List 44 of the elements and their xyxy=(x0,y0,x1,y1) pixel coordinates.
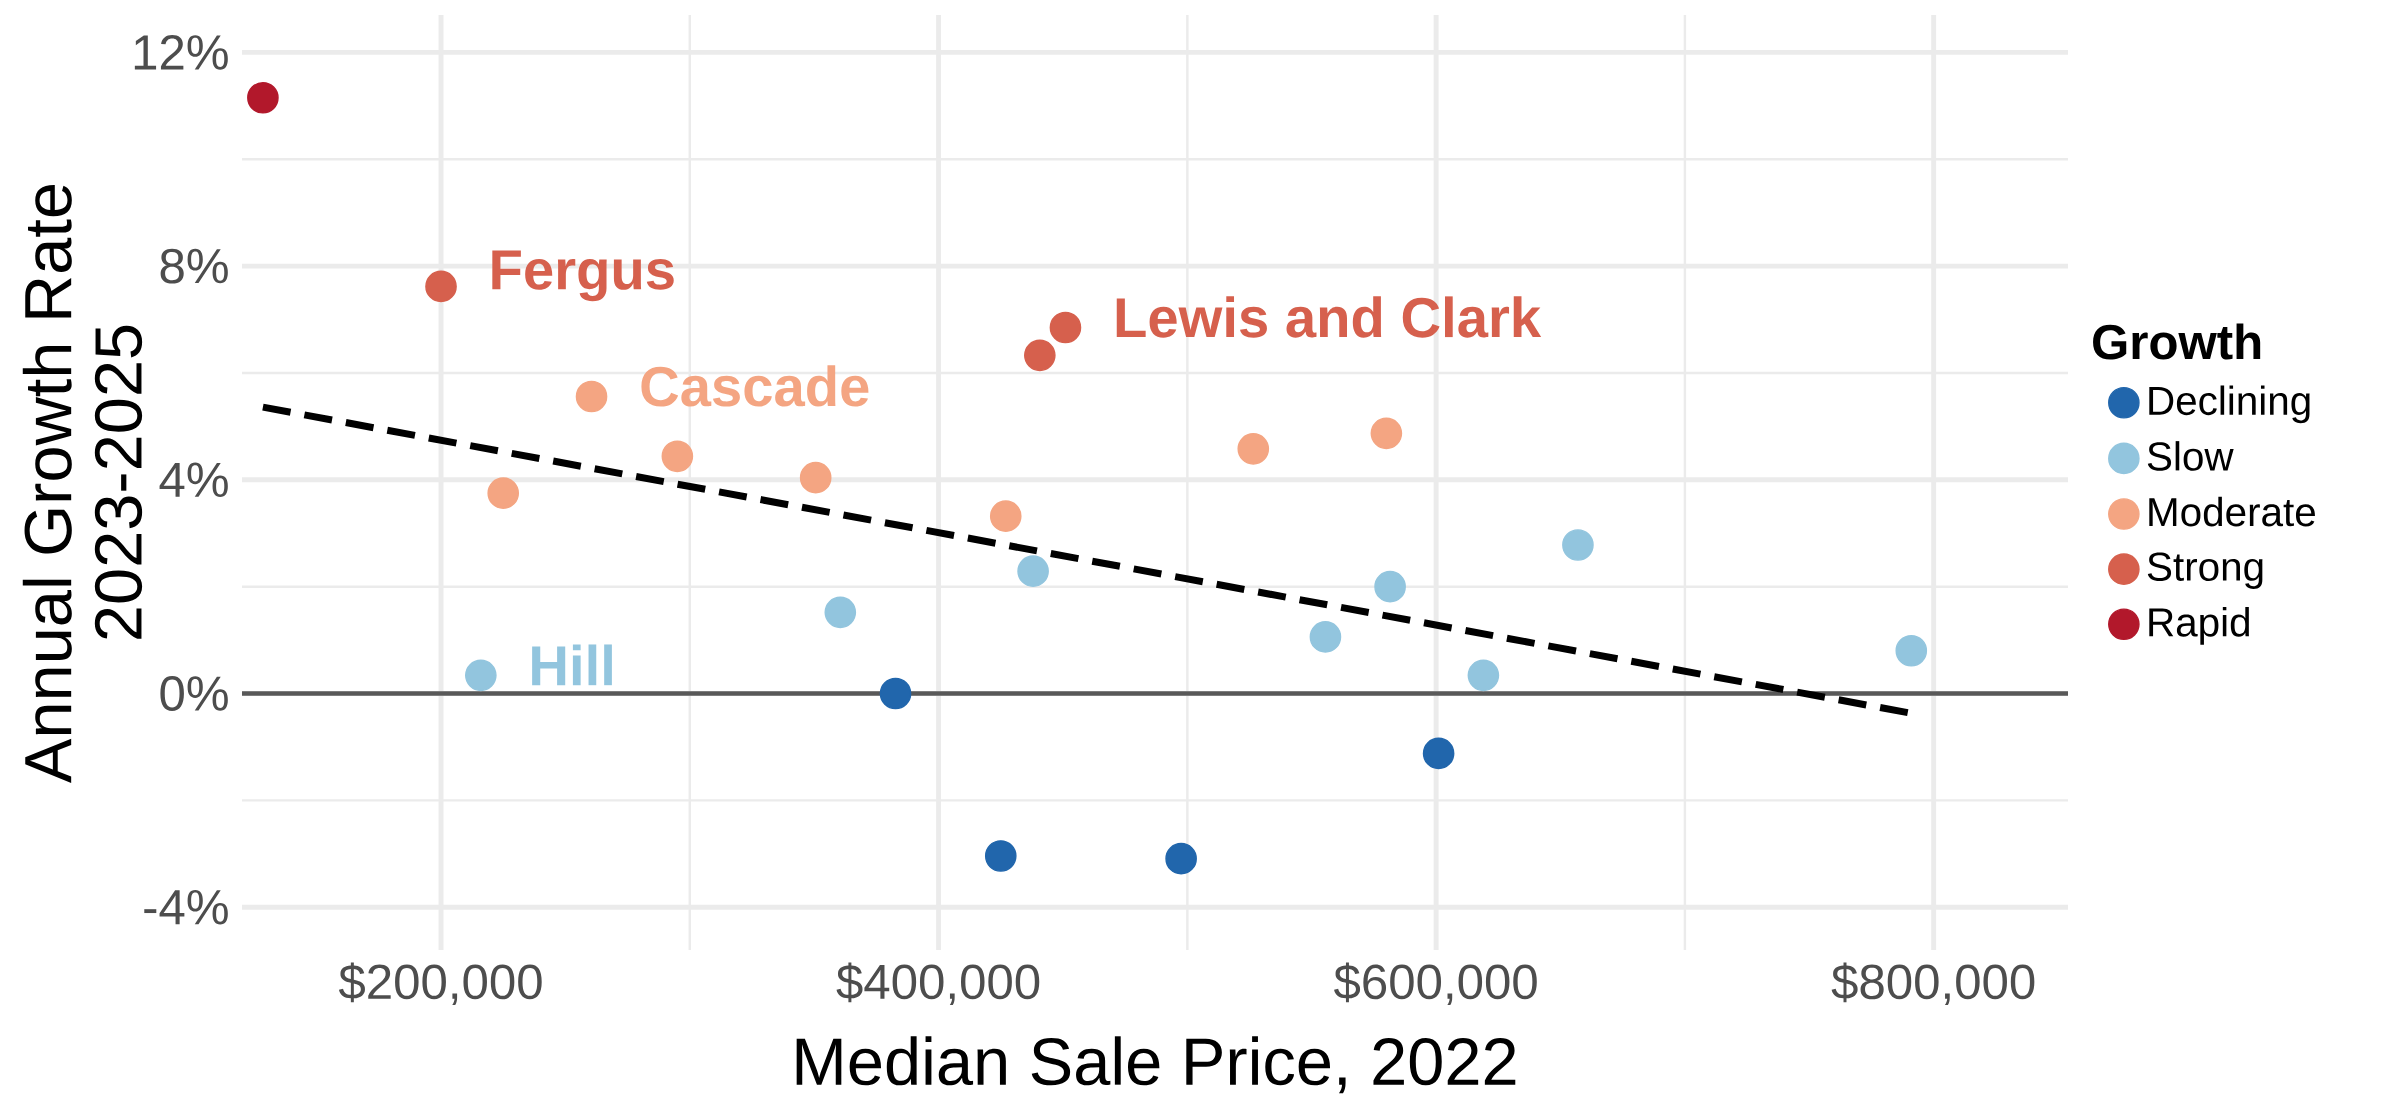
point xyxy=(1017,555,1049,588)
annotation: Cascade xyxy=(641,365,869,407)
point xyxy=(1467,659,1500,692)
point xyxy=(1165,842,1197,875)
y-tick-label: 0% xyxy=(160,676,228,711)
y-tick-label: -4% xyxy=(144,890,228,925)
point xyxy=(984,840,1017,872)
x-axis-title: Median Sale Price, 2022 xyxy=(796,1036,1516,1094)
legend-label: Slow xyxy=(2147,441,2234,471)
legend-label: Rapid xyxy=(2149,607,2249,645)
x-tick-label: $200,000 xyxy=(338,962,542,1006)
point xyxy=(575,380,608,413)
annotation: Hill xyxy=(532,644,612,686)
y-tick-label: 8% xyxy=(160,248,228,284)
y-tick-label: 4% xyxy=(159,462,228,498)
point xyxy=(247,81,279,114)
legend-label: Strong xyxy=(2147,552,2263,589)
point xyxy=(989,500,1022,532)
point xyxy=(1049,311,1082,344)
point xyxy=(1309,621,1342,653)
x-tick-label: $400,000 xyxy=(836,962,1040,1006)
point xyxy=(1562,529,1594,561)
legend-label: Moderate xyxy=(2149,496,2315,527)
point xyxy=(1370,417,1403,450)
annotation: Lewis and Clark xyxy=(1116,296,1542,338)
point xyxy=(1237,433,1270,465)
point xyxy=(1374,570,1406,603)
annotation: Fergus xyxy=(492,250,674,302)
legend-title: Growth xyxy=(2093,323,2261,360)
point xyxy=(1422,737,1455,770)
point xyxy=(487,477,520,509)
point xyxy=(824,596,857,629)
point xyxy=(879,677,912,710)
point xyxy=(661,440,694,473)
point xyxy=(799,461,832,494)
point xyxy=(1024,339,1056,372)
y-tick-label: 12% xyxy=(134,35,228,70)
x-tick-label: $600,000 xyxy=(1334,962,1537,1006)
legend-label: Declining xyxy=(2149,385,2310,424)
point xyxy=(465,659,497,692)
y-axis-title: Annual Growth Rate 2023-2025 xyxy=(22,184,143,784)
point xyxy=(1895,634,1928,667)
x-tick-label: $800,000 xyxy=(1831,962,2035,1006)
point xyxy=(425,270,457,303)
